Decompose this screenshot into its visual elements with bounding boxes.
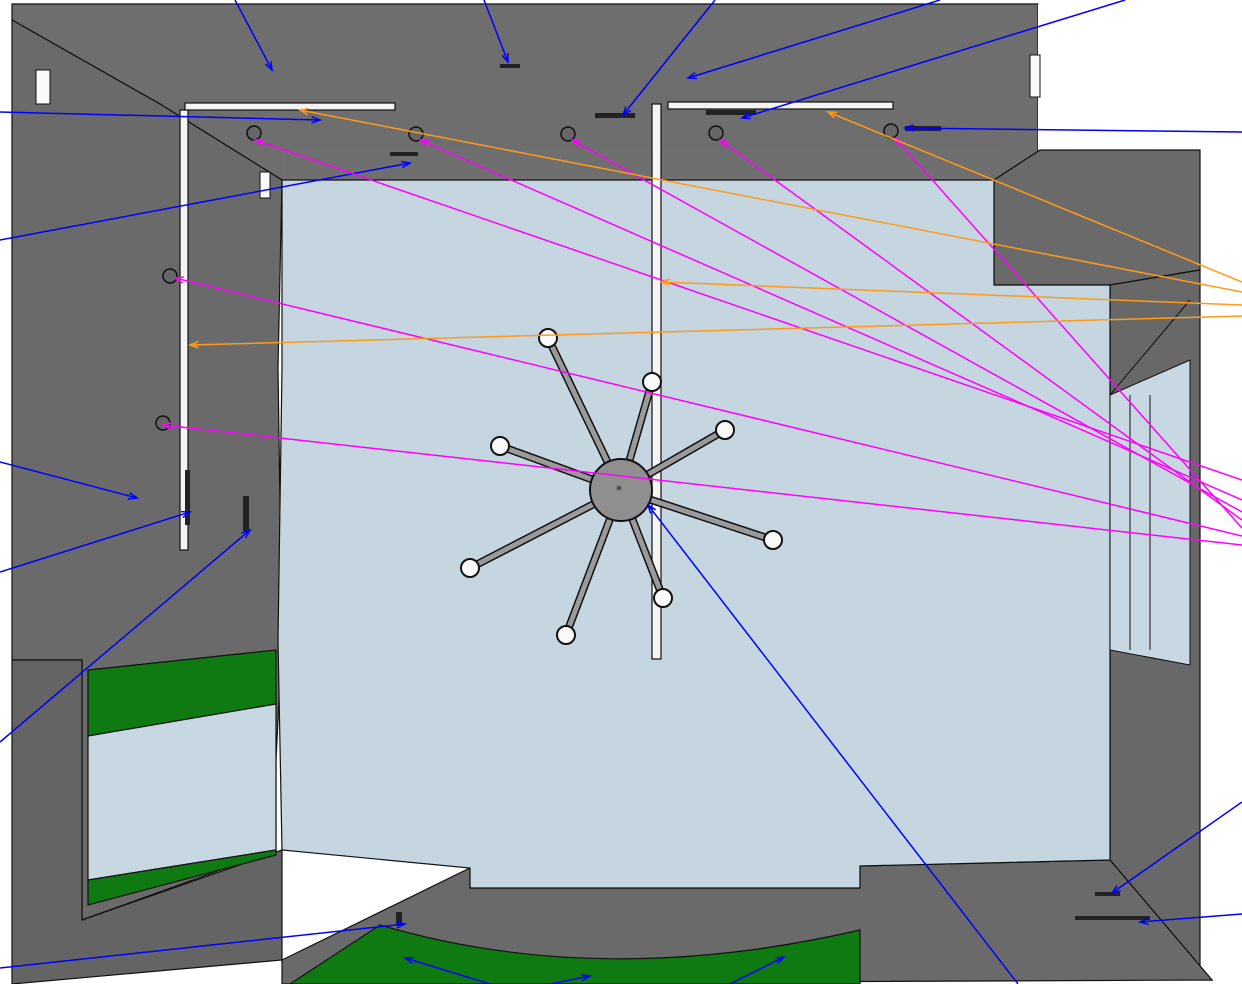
- leader-line: [419, 139, 1242, 501]
- leader-line: [483, 0, 509, 63]
- leader-arrowhead: [172, 276, 185, 284]
- leader-line: [0, 529, 251, 743]
- leader-line: [0, 162, 411, 241]
- leader-arrowhead: [893, 136, 904, 147]
- leader-arrowhead: [1137, 917, 1149, 926]
- green-arc: [288, 924, 861, 984]
- leader-arrowhead: [685, 71, 698, 80]
- leader-line: [0, 511, 191, 573]
- leader-line: [299, 109, 1242, 293]
- track-light-left-vertical: [179, 109, 189, 551]
- leader-line: [719, 139, 1242, 521]
- leader-line: [894, 137, 1242, 529]
- leader-line: [660, 281, 1242, 306]
- leader-arrowhead: [501, 52, 509, 65]
- spotlight: [246, 125, 262, 141]
- chandelier-hub: [589, 458, 653, 522]
- leader-arrowhead: [311, 116, 323, 124]
- leader-line: [254, 139, 1242, 481]
- leader-line: [571, 139, 1242, 513]
- chandelier-lamp: [642, 372, 662, 392]
- chandelier-lamp: [460, 558, 480, 578]
- leader-arrowhead: [902, 124, 914, 132]
- leader-line: [162, 424, 1242, 546]
- chandelier: [460, 328, 783, 645]
- leader-arrowhead: [402, 956, 415, 965]
- leader-line: [622, 0, 716, 116]
- leader-line: [174, 277, 1242, 537]
- leader-arrowhead: [252, 139, 265, 147]
- floor: [277, 179, 1111, 889]
- leader-line: [0, 111, 321, 121]
- chandelier-lamp: [763, 530, 783, 550]
- leader-line: [729, 956, 785, 984]
- wall-ornaments: [35, 54, 1041, 199]
- right-column: [993, 149, 1201, 286]
- spotlight: [162, 268, 178, 284]
- leader-arrowhead: [127, 492, 140, 500]
- leader-arrowhead: [658, 278, 670, 287]
- spotlight: [560, 126, 576, 142]
- leader-arrowhead: [739, 111, 752, 120]
- leader-line: [0, 923, 406, 969]
- green-surfaces: [87, 649, 861, 984]
- leader-arrowhead: [646, 503, 657, 514]
- chandelier-lamp: [653, 588, 673, 608]
- leader-line: [549, 975, 591, 984]
- chandelier-lamp: [556, 625, 576, 645]
- leader-line: [904, 127, 1242, 133]
- leader-arrowhead: [718, 138, 729, 148]
- leader-arrowhead: [825, 111, 838, 119]
- green-window-bottom: [87, 849, 277, 906]
- leader-arrowhead: [241, 528, 252, 539]
- leader-line: [234, 0, 273, 71]
- leader-line: [647, 504, 1019, 984]
- leader-line: [827, 111, 1242, 283]
- leader-arrowhead: [417, 139, 430, 147]
- track-light-left-horizontal: [184, 102, 396, 111]
- leader-line: [1139, 913, 1242, 923]
- chandelier-lamp: [715, 420, 735, 440]
- leader-arrowhead: [774, 956, 786, 965]
- right-wall: [1038, 4, 1200, 150]
- leader-arrowhead: [180, 510, 193, 519]
- leader-line: [404, 957, 491, 984]
- leader-arrowhead: [264, 60, 274, 72]
- leader-arrowhead: [621, 106, 632, 117]
- leader-line: [1111, 801, 1242, 894]
- leader-arrowhead: [400, 160, 413, 169]
- spotlight: [708, 125, 724, 141]
- chandelier-center: [616, 485, 622, 491]
- spotlights: [155, 123, 899, 431]
- leader-arrowhead: [187, 340, 199, 349]
- leader-arrowhead: [580, 973, 593, 982]
- leader-line: [741, 0, 1126, 119]
- leader-line: [0, 461, 138, 499]
- leader-arrowhead: [160, 422, 172, 430]
- leader-arrowhead: [1110, 885, 1121, 895]
- leader-line: [189, 315, 1242, 346]
- right-window: [1109, 299, 1191, 666]
- leader-arrowhead: [570, 138, 582, 148]
- chandelier-lamp: [538, 328, 558, 348]
- chandelier-lamp: [490, 436, 510, 456]
- leader-arrowhead: [297, 107, 310, 116]
- leader-arrowhead: [396, 921, 408, 929]
- leader-line: [687, 0, 941, 79]
